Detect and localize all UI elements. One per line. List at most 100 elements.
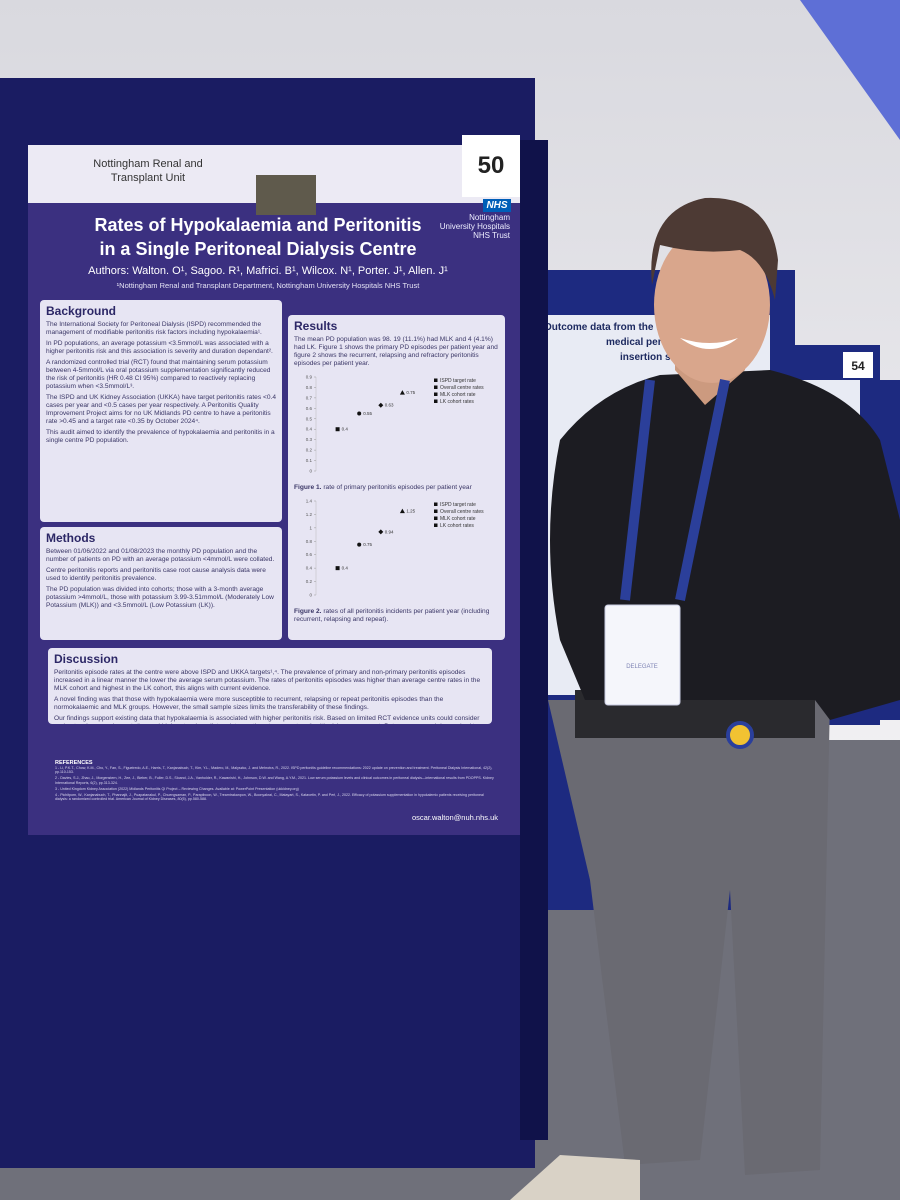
y-tick-label: 0.7 — [306, 395, 313, 400]
paragraph: The mean PD population was 98. 19 (11.1%… — [294, 336, 498, 367]
y-tick-label: 1.4 — [306, 499, 313, 504]
board-number: 50 — [462, 135, 520, 197]
background-section: Background The International Society for… — [40, 300, 282, 522]
shoe — [510, 1155, 640, 1200]
y-tick-label: 0.1 — [306, 458, 313, 463]
board-number-box — [843, 352, 873, 378]
poster-title: Rates of Hypokalaemia and Peritonitis in… — [58, 213, 458, 261]
neighbour-text: Outcome data from the first 2.5 ye — [544, 322, 706, 333]
sweater — [550, 370, 900, 720]
reference: 1 - Li, P.K.T., Chow, K.M., Cho, Y., Fan… — [55, 766, 493, 775]
lanyard — [620, 378, 730, 602]
y-tick-label: 0.8 — [306, 539, 313, 544]
legend-entry: LK cohort rates — [440, 523, 474, 529]
logo-photo — [256, 175, 316, 215]
caption-text: rate of primary peritonitis episodes per… — [323, 484, 472, 491]
y-tick-label: 0.6 — [306, 552, 313, 557]
legend-swatch — [434, 399, 438, 403]
trust-line: NHS Trust — [473, 231, 510, 240]
legend-swatch — [434, 509, 438, 513]
figure-caption: Figure 1. rate of primary peritonitis ep… — [294, 484, 499, 492]
y-tick-label: 0.3 — [306, 437, 313, 442]
legend-entry: ISPD target rate — [440, 378, 476, 384]
reference: 2 - Davies, S.J., Zhao, J., Morgenstern,… — [55, 776, 494, 785]
caption-text: rates of all peritonitis incidents per p… — [294, 608, 490, 623]
email: oscar.walton@nuh.nhs.uk — [412, 813, 498, 822]
smile — [680, 338, 738, 349]
trust: Nottingham University Hospitals NHS Trus… — [418, 213, 510, 240]
ceiling-light — [800, 0, 900, 140]
data-label: 0.75 — [363, 542, 372, 547]
board-number: 54 — [851, 359, 865, 373]
caption-label: Figure 1. — [294, 484, 322, 491]
legend-swatch — [434, 523, 438, 527]
methods-section: Methods Between 01/06/2022 and 01/08/202… — [40, 527, 282, 640]
point — [357, 411, 362, 416]
paragraph: In PD populations, an average potassium … — [46, 340, 273, 355]
discussion-section: Discussion Peritonitis episode rates at … — [48, 648, 492, 724]
y-tick-label: 0.8 — [306, 385, 313, 390]
y-tick-label: 1 — [309, 525, 312, 530]
face — [654, 227, 770, 383]
affiliation: ¹Nottingham Renal and Transplant Departm… — [116, 281, 420, 290]
point — [399, 508, 405, 514]
point — [335, 566, 340, 571]
paragraph: A novel finding was that those with hypo… — [54, 696, 444, 711]
point — [378, 529, 384, 535]
legend-entry: MLK cohort rate — [440, 392, 476, 398]
section-heading: Background — [46, 304, 117, 318]
trust-line: Nottingham — [469, 213, 510, 222]
pin-badge — [726, 721, 754, 749]
trousers — [548, 700, 830, 1175]
point — [399, 390, 405, 395]
legend-swatch — [434, 392, 438, 396]
legend-entry: ISPD target rate — [440, 502, 476, 508]
paragraph: A randomized controlled trial (RCT) foun… — [46, 359, 271, 390]
board-edge — [520, 140, 548, 1140]
section-heading: Methods — [46, 531, 96, 545]
legend-entry: Overall centre rates — [440, 509, 484, 515]
data-label: 0.4 — [342, 566, 349, 571]
paragraph: Centre peritonitis reports and peritonit… — [46, 567, 266, 582]
figure-chart: 0 0.1 0.2 0.3 0.4 0.5 0.6 0.7 0.8 0.9 0.4 0.55 0.63 0… — [306, 375, 484, 474]
y-tick-label: 0.2 — [306, 448, 313, 453]
figure-caption: Figure 2. rates of all peritonitis incid… — [294, 608, 499, 624]
nhs-logo: NHS — [483, 199, 511, 212]
results-section: Results The mean PD population was 98. 1… — [288, 315, 505, 640]
y-tick-label: 0.2 — [306, 579, 313, 584]
hair — [651, 197, 778, 300]
paragraph: Our findings support existing data that … — [54, 715, 480, 724]
legend-swatch — [434, 516, 438, 520]
legend-entry: MLK cohort rate — [440, 516, 476, 522]
data-label: 1.25 — [406, 509, 415, 514]
point — [378, 402, 384, 408]
section-heading: Discussion — [54, 652, 119, 666]
y-tick-label: 0 — [309, 593, 312, 598]
y-tick-label: 1.2 — [306, 512, 313, 517]
y-tick-label: 0.5 — [306, 416, 313, 421]
reference: 4 - Pichitporn, W., Kanjanabuch, T., Pha… — [55, 792, 484, 801]
references-heading: REFERENCES — [55, 760, 93, 766]
y-tick-label: 0.4 — [306, 566, 313, 571]
title-line: in a Single Peritoneal Dialysis Centre — [99, 239, 417, 259]
legend-swatch — [434, 502, 438, 506]
caption-label: Figure 2. — [294, 608, 322, 615]
legend-swatch — [434, 378, 438, 382]
point — [357, 542, 362, 547]
reference: 3 - United Kingdom Kidney Association (2… — [55, 786, 299, 791]
y-tick-label: 0.9 — [306, 375, 313, 380]
data-label: 0.94 — [385, 529, 394, 534]
legend-entry: LK cohort rates — [440, 399, 474, 405]
authors: Authors: Walton. O¹, Sagoo. R¹, Mafrici.… — [88, 265, 448, 277]
data-label: 0.75 — [406, 390, 415, 395]
title-line: Rates of Hypokalaemia and Peritonitis — [94, 215, 422, 235]
poster: Nottingham Renal and Transplant Unit 50 … — [28, 135, 520, 835]
paragraph: This audit aimed to identify the prevale… — [46, 429, 275, 444]
data-label: 0.4 — [342, 427, 349, 432]
references: REFERENCES 1 - Li, P.K.T., Chow, K.M., C… — [55, 760, 495, 803]
unit-name: Nottingham Renal and Transplant Unit — [93, 158, 203, 184]
paragraph: Between 01/06/2022 and 01/08/2023 the mo… — [46, 548, 275, 563]
paragraph: The International Society for Peritoneal… — [46, 321, 262, 336]
data-label: 0.55 — [363, 411, 372, 416]
